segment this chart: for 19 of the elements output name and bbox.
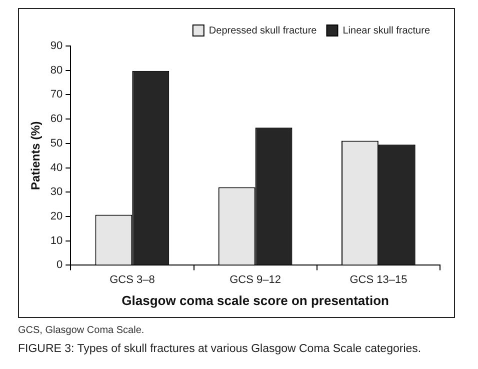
y-tick-label: 80 [50, 64, 63, 76]
legend-label: Depressed skull fracture [208, 25, 318, 36]
x-axis-title: Glasgow coma scale score on presentation [122, 292, 390, 308]
y-tick-label: 40 [50, 162, 63, 174]
text: GCS, Glasgow Coma Scale. [18, 325, 144, 336]
legend-label: Linear skull fracture [342, 25, 430, 36]
text: FIGURE 3: Types of skull fractures at various Glasgow Coma Scale categories. [18, 343, 422, 355]
y-axis-title: Patients (%) [28, 121, 43, 190]
y-tick-label: 50 [50, 137, 63, 150]
x-tick-label: GCS 13–15 [350, 274, 408, 286]
y-tick-label: 10 [50, 234, 63, 247]
y-tick-label: 60 [50, 113, 63, 126]
y-tick-label: 90 [50, 40, 63, 52]
x-tick-label: GCS 9–12 [230, 274, 282, 286]
y-tick-label: 70 [50, 88, 63, 101]
y-tick-label: 20 [50, 210, 63, 223]
y-tick-label: 0 [56, 259, 63, 272]
x-tick-label: GCS 3–8 [110, 274, 155, 286]
y-tick-label: 30 [50, 186, 63, 198]
